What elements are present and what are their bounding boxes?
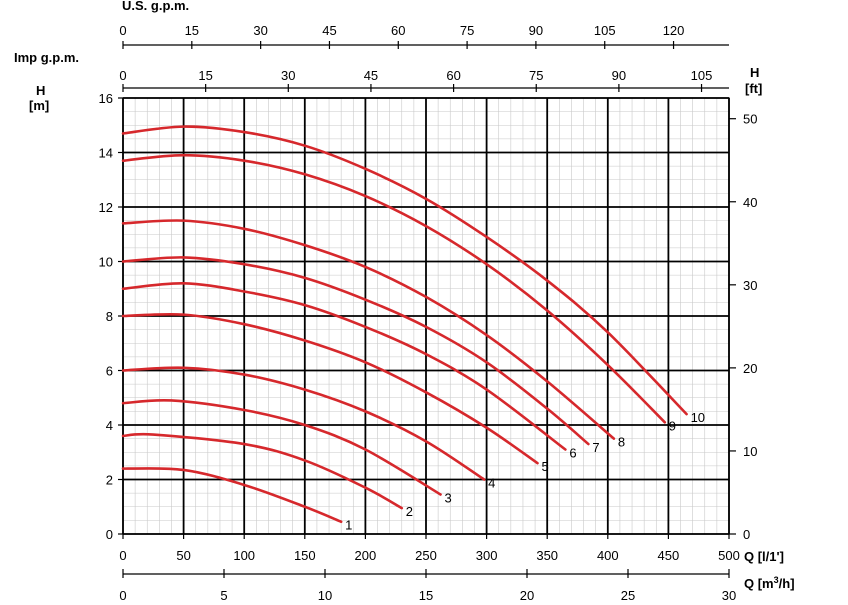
us-gpm-tick-label: 90 (529, 23, 543, 38)
x-m3h-tick-label: 20 (520, 588, 534, 603)
x-lps-tick-label: 450 (658, 548, 680, 563)
curve-label-4: 4 (488, 476, 495, 491)
y-right-axis-label: H (750, 65, 759, 80)
curve-label-5: 5 (542, 459, 549, 474)
us-gpm-tick-label: 75 (460, 23, 474, 38)
y-right-tick-label: 0 (743, 527, 750, 542)
x-m3h-tick-label: 15 (419, 588, 433, 603)
pump-curve-8 (121, 219, 616, 440)
curve-label-9: 9 (669, 418, 676, 433)
y-left-axis-unit: [m] (29, 98, 49, 113)
imp-gpm-tick-label: 90 (612, 68, 626, 83)
x-lps-tick-label: 100 (233, 548, 255, 563)
x-lps-tick-label: 200 (355, 548, 377, 563)
x-lps-tick-label: 400 (597, 548, 619, 563)
x-m3h-tick-label: 30 (722, 588, 736, 603)
pump-curves: 1 2 3 4 5 6 7 8 9 10 (121, 125, 705, 533)
y-left-tick-label: 8 (106, 309, 113, 324)
curve-label-2: 2 (406, 504, 413, 519)
imp-gpm-tick-label: 15 (198, 68, 212, 83)
y-right-axis-unit: [ft] (745, 81, 762, 96)
y-right-tick-label: 40 (743, 195, 757, 210)
pump-curve-6 (121, 281, 567, 451)
x-lps-tick-label: 250 (415, 548, 437, 563)
y-left-tick-label: 6 (106, 364, 113, 379)
y-left-tick-label: 12 (99, 200, 113, 215)
y-left-tick-label: 14 (99, 146, 113, 161)
curve-label-10: 10 (691, 410, 705, 425)
y-right-tick-label: 10 (743, 444, 757, 459)
x-lps-tick-label: 300 (476, 548, 498, 563)
imp-gpm-tick-label: 30 (281, 68, 295, 83)
pump-curve-1 (121, 467, 343, 524)
us-gpm-axis-label: U.S. g.p.m. (122, 0, 189, 13)
curve-label-7: 7 (592, 440, 599, 455)
y-left-axis-label: H (36, 83, 45, 98)
pump-curve-7 (121, 256, 590, 446)
pump-curve-10 (121, 125, 688, 416)
imp-gpm-tick-label: 45 (364, 68, 378, 83)
y-right-tick-label: 30 (743, 278, 757, 293)
y-left-tick-label: 4 (106, 418, 113, 433)
pump-curve-3 (121, 398, 442, 496)
y-right-tick-label: 20 (743, 361, 757, 376)
x-lps-tick-label: 150 (294, 548, 316, 563)
us-gpm-tick-label: 15 (185, 23, 199, 38)
us-gpm-tick-label: 0 (119, 23, 126, 38)
curve-label-3: 3 (445, 490, 452, 505)
us-gpm-tick-label: 60 (391, 23, 405, 38)
imp-gpm-tick-label: 0 (119, 68, 126, 83)
us-gpm-tick-label: 30 (253, 23, 267, 38)
x-lps-tick-label: 50 (176, 548, 190, 563)
us-gpm-tick-label: 105 (594, 23, 616, 38)
x-lps-axis-label: Q [l/1'] (744, 549, 784, 564)
imp-gpm-axis-label: Imp g.p.m. (14, 50, 79, 65)
x-m3h-tick-label: 0 (119, 588, 126, 603)
curve-label-6: 6 (569, 446, 576, 461)
major-grid (122, 97, 730, 535)
y-left-tick-label: 0 (106, 527, 113, 542)
pump-curve-9 (121, 153, 667, 424)
y-left-tick-label: 2 (106, 473, 113, 488)
pump-curve-4 (121, 366, 486, 481)
curve-label-8: 8 (618, 435, 625, 450)
us-gpm-tick-label: 45 (322, 23, 336, 38)
y-left-tick-label: 10 (99, 255, 113, 270)
x-lps-tick-label: 0 (119, 548, 126, 563)
y-right-tick-label: 50 (743, 112, 757, 127)
y-left-tick-label: 16 (99, 91, 113, 106)
x-lps-tick-label: 350 (536, 548, 558, 563)
x-m3h-tick-label: 5 (220, 588, 227, 603)
us-gpm-tick-label: 120 (663, 23, 685, 38)
pump-curve-2 (121, 432, 404, 510)
x-lps-tick-label: 500 (718, 548, 740, 563)
pump-curve-5 (121, 312, 539, 465)
x-m3h-tick-label: 10 (318, 588, 332, 603)
imp-gpm-tick-label: 60 (446, 68, 460, 83)
imp-gpm-tick-label: 105 (691, 68, 713, 83)
chart-axes (118, 41, 736, 578)
x-m3h-axis-label: Q [m3/h] (744, 575, 795, 591)
imp-gpm-tick-label: 75 (529, 68, 543, 83)
x-m3h-tick-label: 25 (621, 588, 635, 603)
curve-label-1: 1 (345, 518, 352, 533)
